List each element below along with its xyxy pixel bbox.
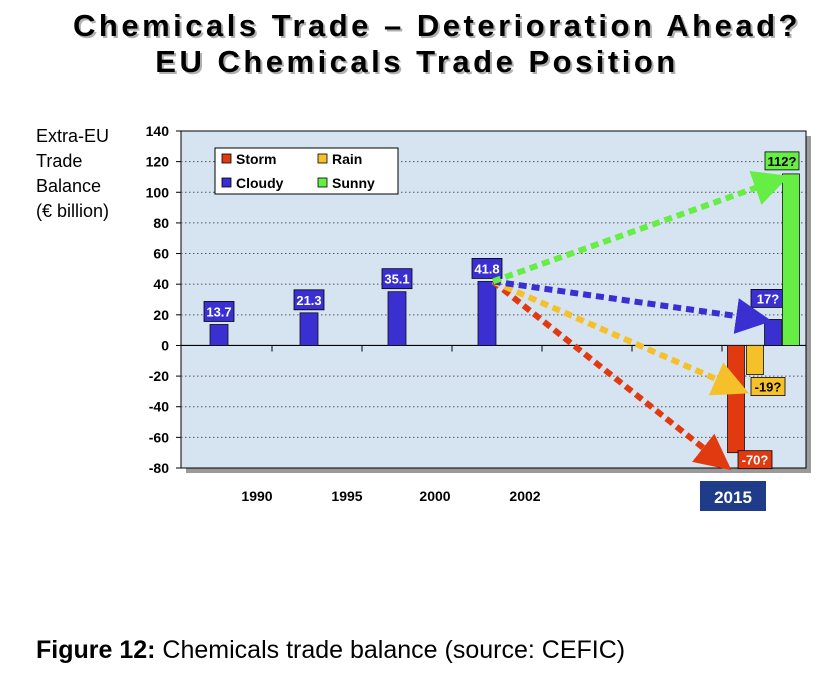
scenario-label: 112? — [768, 154, 797, 169]
scenario-label: -19? — [755, 380, 782, 395]
data-label-box — [471, 258, 503, 279]
y-tick-label: -40 — [149, 399, 169, 415]
bar-1995 — [299, 312, 319, 346]
legend-label: Sunny — [332, 175, 375, 191]
y-tick-label: 120 — [146, 154, 170, 170]
x-tick-label: 1990 — [241, 488, 272, 504]
scenario-bar-cloudy — [764, 319, 782, 346]
scenario-label-box — [737, 450, 773, 470]
legend-swatch-storm — [221, 153, 232, 164]
data-label: 41.8 — [474, 261, 499, 276]
bar-2002 — [477, 281, 497, 346]
x-tick-label: 2000 — [419, 488, 450, 504]
y-axis-label: Extra-EU Trade Balance (€ billion) — [36, 124, 109, 224]
scenario-bar-storm — [727, 345, 745, 454]
y-tick-label: 80 — [153, 215, 169, 231]
legend-label: Cloudy — [236, 175, 284, 191]
y-axis-label-line: (€ billion) — [36, 201, 110, 221]
data-label-box — [293, 289, 325, 311]
x-tick-label-2015: 2015 — [714, 488, 752, 507]
scenario-bar-rain — [746, 345, 764, 375]
bar-1990 — [209, 324, 229, 346]
legend-swatch-rain — [317, 153, 328, 164]
y-axis-label-line: Extra-EU — [36, 126, 110, 146]
data-label-box — [203, 301, 235, 322]
x-tick-label: 1995 — [331, 488, 362, 504]
scenario-bar-sunny — [782, 173, 800, 346]
y-axis-label-line: Balance — [36, 176, 102, 196]
y-tick-label: 60 — [153, 246, 169, 262]
scenario-label: 17? — [757, 291, 779, 306]
y-tick-label: 40 — [153, 276, 169, 292]
scenario-label-box — [764, 151, 800, 171]
scenario-arrow-cloudy — [492, 278, 772, 334]
y-tick-label: 100 — [146, 184, 170, 200]
data-label: 21.3 — [296, 293, 321, 308]
scenario-arrow-sunny — [491, 170, 790, 285]
y-tick-label: -20 — [149, 368, 169, 384]
y-tick-label: 0 — [161, 337, 169, 353]
title-line-1: Chemicals Trade – Deterioration Ahead? — [73, 8, 801, 43]
y-tick-label: 140 — [146, 123, 170, 139]
data-label: 35.1 — [384, 272, 409, 287]
bar-2000 — [387, 291, 407, 346]
figure-caption: Figure 12: Chemicals trade balance (sour… — [36, 636, 625, 665]
caption-label: Figure 12: — [36, 636, 156, 664]
scenario-label: -70? — [742, 453, 769, 468]
caption-text: Chemicals trade balance (source: CEFIC) — [155, 636, 626, 664]
y-axis-label-line: Trade — [36, 151, 83, 171]
scenario-label-box — [750, 377, 786, 396]
year-2015-box — [700, 481, 766, 511]
legend-swatch-sunny — [317, 177, 328, 188]
trade-balance-chart: 140 120 100 80 60 40 20 0 -20 -40 -60 -80 13.7 1990 21… — [146, 123, 811, 511]
y-tick-label: 20 — [153, 307, 169, 323]
legend-label: Storm — [236, 151, 276, 167]
scenario-arrow-rain — [491, 278, 749, 396]
legend-label: Rain — [332, 151, 362, 167]
legend-swatch-cloudy — [221, 177, 232, 188]
legend-box — [214, 147, 399, 195]
title-line-2: EU Chemicals Trade Position — [155, 44, 679, 79]
x-tick-label: 2002 — [509, 488, 540, 504]
data-label-box — [381, 268, 413, 290]
y-tick-label: -80 — [149, 460, 169, 476]
scenario-arrow-storm — [491, 279, 732, 471]
y-tick-label: -60 — [149, 429, 169, 445]
data-label: 13.7 — [206, 304, 231, 319]
